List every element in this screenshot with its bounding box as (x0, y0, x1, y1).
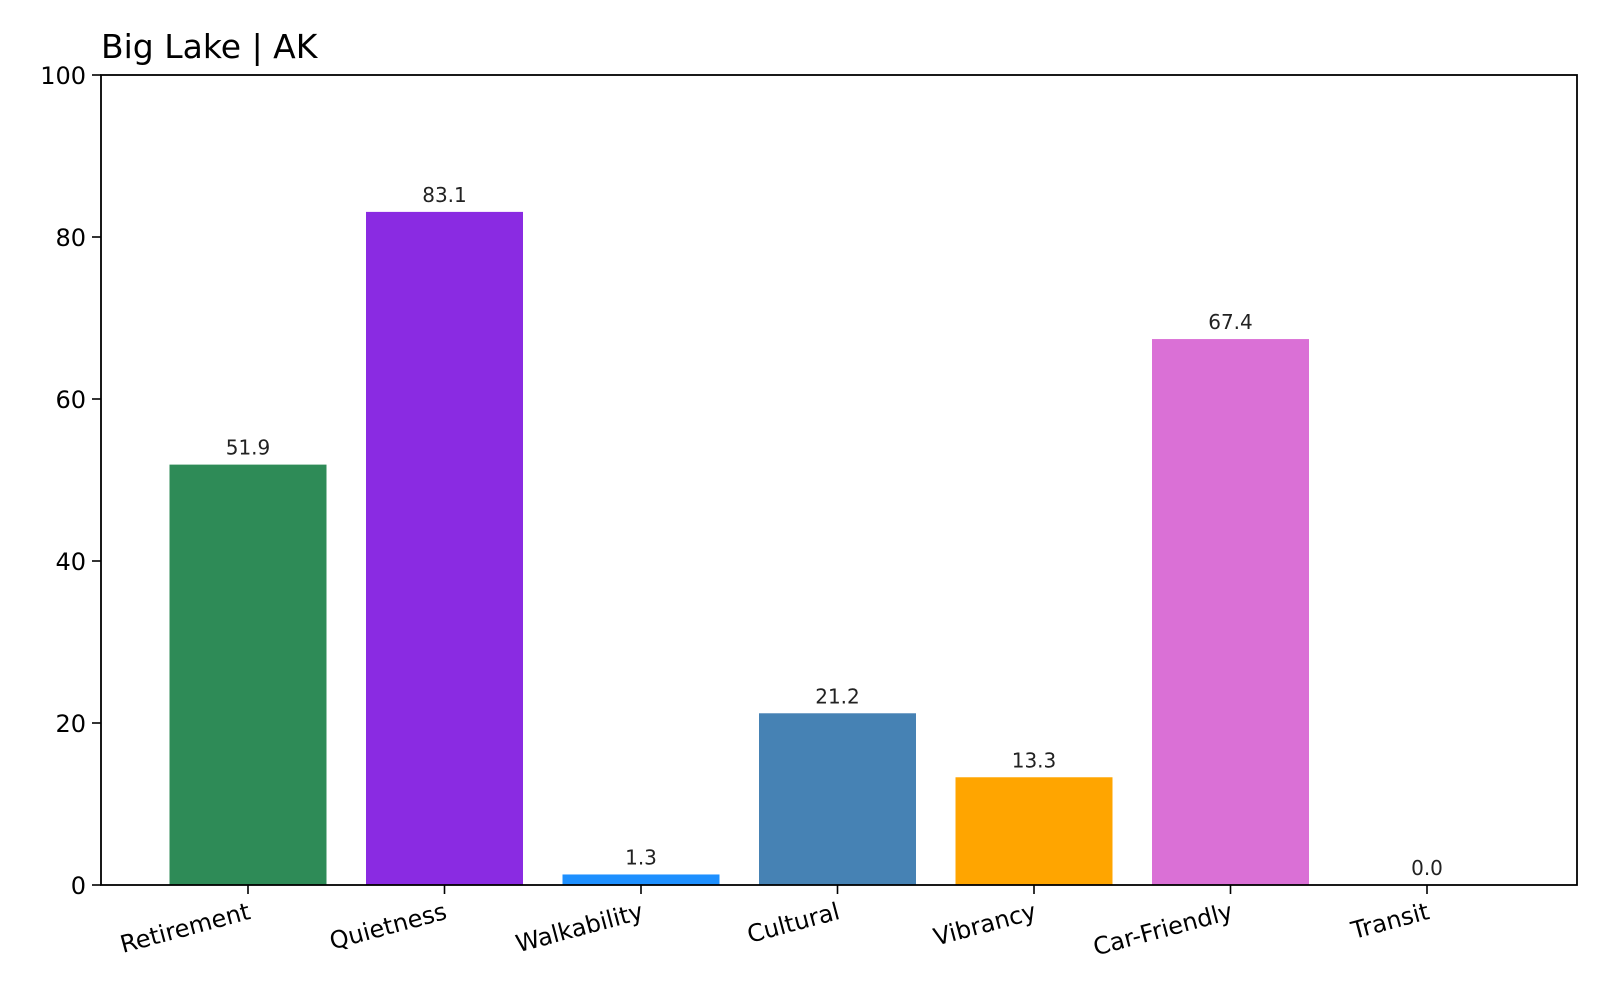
plot-frame (100, 74, 1578, 886)
bar-quietness (366, 211, 523, 885)
bar-cultural (759, 713, 916, 885)
value-labels: 51.9 83.1 1.3 21.2 13.3 67.4 0.0 (226, 183, 1443, 880)
bar-vibrancy (955, 777, 1113, 885)
value-label: 51.9 (226, 436, 271, 460)
x-tick-label: Walkability (513, 897, 646, 958)
bars (169, 211, 1309, 885)
value-label: 21.2 (815, 684, 860, 708)
x-tick-label: Vibrancy (931, 897, 1040, 951)
y-tick-label: 60 (55, 386, 86, 414)
x-tick-label: Cultural (744, 897, 843, 949)
value-label: 1.3 (625, 845, 657, 869)
x-tick-label: Quietness (327, 897, 450, 955)
value-label: 83.1 (422, 183, 467, 207)
bar-car-friendly (1152, 339, 1309, 885)
y-tick-label: 100 (40, 62, 86, 90)
value-label: 13.3 (1012, 748, 1057, 772)
y-tick-label: 40 (55, 548, 86, 576)
x-tick-label: Transit (1347, 897, 1432, 945)
chart-title: Big Lake | AK (101, 27, 319, 66)
x-tick-label: Retirement (117, 897, 253, 959)
y-axis: 0 20 40 60 80 100 (40, 62, 101, 900)
x-tick-label: Car-Friendly (1090, 897, 1236, 961)
value-label: 67.4 (1208, 310, 1253, 334)
x-axis: Retirement Quietness Walkability Cultural Vi… (117, 885, 1432, 961)
value-label: 0.0 (1411, 856, 1443, 880)
bar-walkability (562, 874, 720, 885)
bar-retirement (169, 464, 327, 885)
y-tick-label: 80 (55, 224, 86, 252)
y-tick-label: 0 (71, 872, 86, 900)
y-tick-label: 20 (55, 710, 86, 738)
